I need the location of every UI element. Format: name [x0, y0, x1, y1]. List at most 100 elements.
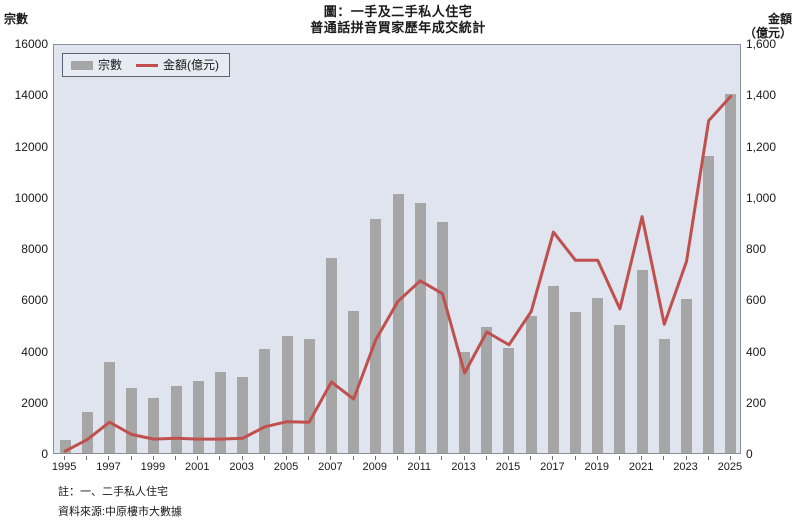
y-axis-right-tick: 400 [746, 344, 767, 359]
legend-label-count: 宗數 [98, 58, 123, 72]
bar-2008 [348, 310, 360, 453]
bar-2011 [414, 203, 426, 453]
x-axis-tickmark [374, 456, 376, 460]
x-axis-tick-2017: 2017 [540, 461, 565, 473]
x-axis-tick-2009: 2009 [362, 461, 388, 473]
x-axis-tickmark [286, 456, 288, 460]
legend-bar-swatch-icon [71, 60, 93, 70]
x-axis-tickmark [574, 456, 576, 460]
x-axis-tickmark [441, 456, 443, 460]
x-axis-tick-2021: 2021 [628, 461, 654, 473]
bar-2001 [192, 381, 204, 453]
x-axis-tick-2019: 2019 [584, 461, 609, 473]
x-axis-tick-2001: 2001 [185, 461, 210, 473]
bar-2009 [370, 218, 382, 453]
y-axis-right-tick: 200 [746, 395, 767, 410]
y-axis-right-tick: 600 [746, 293, 767, 308]
x-axis-tickmark [397, 456, 398, 460]
right-axis-title-line-2: （億元） [743, 26, 792, 40]
legend-label-amount: 金額(億元) [163, 58, 220, 72]
bar-2017 [547, 286, 559, 453]
bar-2018 [570, 312, 582, 453]
y-axis-left: 0 2000 4000 6000 8000 10000 12000 14000 16000 [0, 0, 48, 526]
x-axis: 1995 1997 1999 2001 2003 2005 2007 2009 2011 2013… [52, 456, 743, 474]
y-axis-right-tick: 1,000 [746, 190, 777, 205]
chart-title-line-1: 圖：一手及二手私人住宅 [323, 4, 473, 19]
x-axis-tick-1999: 1999 [140, 461, 166, 473]
bar-2015 [503, 347, 515, 453]
y-axis-right-tick: 1,600 [746, 37, 777, 51]
left-axis-title: 宗數 [4, 12, 29, 26]
legend-item-count: 宗數 [71, 58, 122, 72]
amount-line-path [63, 94, 733, 453]
x-axis-tickmark [419, 456, 421, 460]
y-axis-left-tick: 12000 [14, 139, 48, 154]
bar-2007 [325, 258, 337, 453]
x-axis-tick-2025: 2025 [717, 461, 743, 473]
x-axis-tickmark [618, 456, 620, 460]
x-axis-tick-2023: 2023 [673, 461, 698, 473]
bar-2003 [237, 377, 249, 453]
amount-line-series [63, 94, 733, 453]
plot-inner [54, 45, 740, 453]
bar-2020 [614, 324, 626, 453]
x-axis-tickmark [64, 456, 66, 460]
y-axis-left-tick: 16000 [14, 37, 48, 51]
x-axis-tickmark [241, 456, 243, 460]
bar-1999 [148, 397, 160, 453]
x-axis-tick-2015: 2015 [495, 461, 521, 473]
legend-item-amount: 金額(億元) [136, 58, 219, 72]
x-axis-tickmark [685, 456, 687, 460]
x-axis-tickmark [463, 456, 465, 460]
x-axis-tick-2011: 2011 [407, 461, 432, 473]
y-axis-right-tick: 1,400 [746, 88, 777, 103]
x-axis-tickmark [507, 456, 509, 460]
y-axis-left-tick: 0 [41, 447, 48, 461]
x-axis-tickmark [308, 456, 310, 460]
x-axis-tickmark [641, 456, 643, 460]
bar-2000 [170, 386, 182, 453]
y-axis-left-tick: 8000 [21, 242, 48, 256]
bar-2023 [681, 299, 693, 453]
bar-2012 [436, 222, 448, 453]
bar-2019 [592, 297, 604, 453]
x-axis-tickmark [352, 456, 354, 460]
x-axis-tick-2003: 2003 [229, 461, 254, 473]
y-axis-right-tick: 0 [746, 447, 753, 461]
x-axis-tick-2005: 2005 [273, 461, 299, 473]
bar-2006 [303, 338, 315, 453]
x-axis-tickmark [219, 456, 221, 460]
bar-1996 [81, 412, 93, 453]
x-axis-tickmark [552, 456, 554, 460]
y-axis-right-tick: 1,200 [746, 139, 777, 154]
y-axis-left-tick: 10000 [14, 190, 48, 205]
bar-2014 [481, 327, 493, 453]
chart-title-line-2: 普通話拼音買家歷年成交統計 [310, 20, 486, 35]
bar-2021 [636, 269, 648, 453]
chart-title: 圖：一手及二手私人住宅 普通話拼音買家歷年成交統計 [0, 4, 796, 36]
x-axis-tickmark [263, 456, 265, 460]
x-axis-tickmark [663, 456, 665, 460]
x-axis-tickmark [707, 456, 709, 460]
y-axis-left-tick: 6000 [21, 293, 48, 308]
y-axis-left-tick: 14000 [14, 88, 48, 103]
y-axis-left-tick: 2000 [21, 395, 48, 410]
x-axis-tickmark [729, 456, 731, 460]
bar-2016 [525, 315, 537, 453]
x-axis-tickmark [530, 456, 532, 460]
plot-area: 宗數 金額(億元) [53, 44, 741, 454]
bar-2005 [281, 336, 293, 453]
x-axis-tick-2013: 2013 [451, 461, 476, 473]
x-axis-tickmark [130, 456, 132, 460]
x-axis-tickmark [596, 456, 598, 460]
y-axis-right-tick: 800 [746, 242, 767, 256]
bar-2025 [725, 94, 737, 453]
y-axis-right: 0 200 400 600 800 1,000 1,200 1,400 1,600 [746, 0, 794, 526]
x-axis-tickmark [485, 456, 487, 460]
right-axis-title: 金額 （億元） [744, 12, 792, 40]
right-axis-title-line-1: 金額 [767, 12, 792, 26]
x-axis-tickmark [330, 456, 332, 460]
x-axis-tick-2007: 2007 [318, 461, 343, 473]
bar-1998 [126, 387, 138, 453]
